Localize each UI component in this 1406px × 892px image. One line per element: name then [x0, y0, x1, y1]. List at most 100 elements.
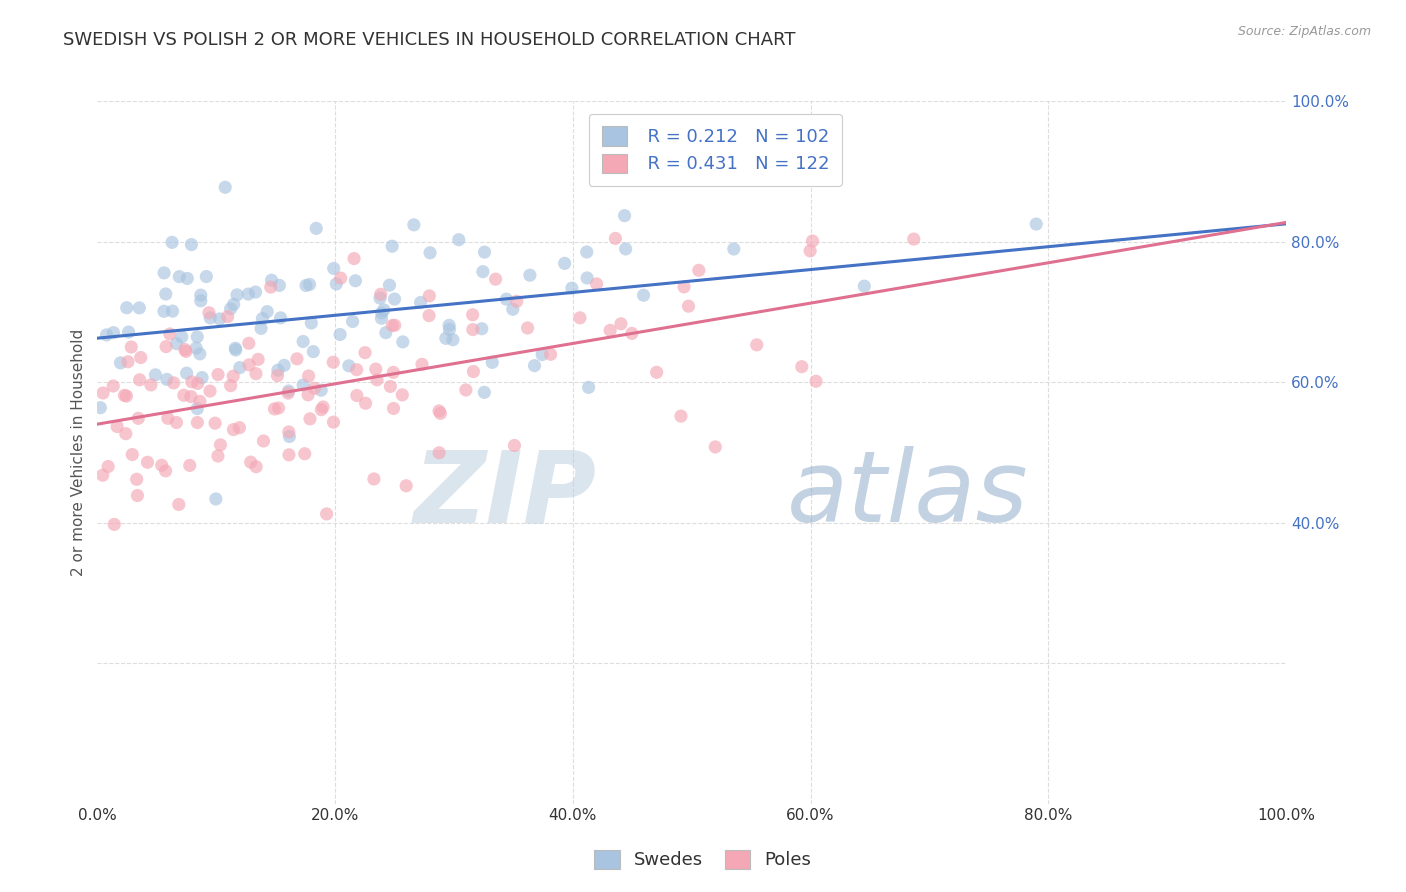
Point: [103, 517, 125, 532]
Point: [418, 289, 440, 303]
Point: [266, 368, 288, 383]
Point: [540, 347, 562, 361]
Point: [297, 388, 319, 402]
Point: [299, 316, 322, 330]
Point: [516, 321, 538, 335]
Point: [115, 301, 138, 315]
Point: [311, 402, 333, 417]
Point: [103, 379, 125, 393]
Point: [186, 341, 208, 355]
Point: [471, 322, 494, 336]
Point: [186, 401, 208, 416]
Point: [354, 396, 377, 410]
Point: [186, 416, 208, 430]
Point: [247, 352, 270, 367]
Point: [903, 232, 925, 246]
Point: [481, 355, 503, 369]
Point: [409, 295, 432, 310]
Point: [173, 388, 195, 402]
Point: [277, 384, 299, 398]
Point: [209, 438, 232, 452]
Point: [129, 351, 152, 365]
Point: [382, 365, 405, 379]
Point: [156, 372, 179, 386]
Point: [294, 447, 316, 461]
Point: [190, 288, 212, 302]
Point: [96, 327, 118, 342]
Point: [502, 302, 524, 317]
Point: [169, 269, 191, 284]
Point: [167, 498, 190, 512]
Point: [204, 416, 226, 430]
Point: [723, 242, 745, 256]
Point: [673, 280, 696, 294]
Point: [238, 358, 260, 372]
Point: [252, 311, 274, 326]
Point: [176, 366, 198, 380]
Point: [195, 269, 218, 284]
Point: [224, 341, 246, 355]
Point: [370, 287, 392, 301]
Point: [163, 376, 186, 390]
Point: [150, 458, 173, 473]
Point: [329, 271, 352, 285]
Point: [207, 449, 229, 463]
Point: [402, 218, 425, 232]
Point: [585, 277, 607, 291]
Point: [370, 311, 392, 326]
Legend: Swedes, Poles: Swedes, Poles: [585, 840, 821, 879]
Point: [245, 367, 267, 381]
Point: [325, 277, 347, 291]
Point: [238, 336, 260, 351]
Point: [799, 244, 821, 258]
Point: [309, 383, 332, 397]
Point: [188, 347, 211, 361]
Point: [222, 423, 245, 437]
Point: [103, 326, 125, 340]
Point: [620, 326, 643, 341]
Point: [439, 322, 461, 336]
Point: [302, 344, 325, 359]
Point: [342, 314, 364, 328]
Point: [252, 434, 274, 448]
Point: [523, 359, 546, 373]
Point: [295, 278, 318, 293]
Point: [186, 330, 208, 344]
Point: [704, 440, 727, 454]
Point: [200, 310, 222, 325]
Legend:   R = 0.212   N = 102,   R = 0.431   N = 122: R = 0.212 N = 102, R = 0.431 N = 122: [589, 114, 842, 186]
Point: [263, 401, 285, 416]
Point: [180, 375, 202, 389]
Point: [384, 318, 406, 333]
Point: [322, 261, 344, 276]
Point: [613, 209, 636, 223]
Point: [277, 386, 299, 401]
Point: [614, 242, 637, 256]
Point: [277, 425, 299, 439]
Point: [219, 378, 242, 392]
Point: [343, 252, 366, 266]
Point: [474, 245, 496, 260]
Point: [437, 318, 460, 333]
Point: [238, 287, 260, 301]
Point: [292, 334, 315, 349]
Point: [153, 266, 176, 280]
Point: [127, 489, 149, 503]
Point: [374, 326, 396, 340]
Point: [312, 400, 335, 414]
Point: [322, 415, 344, 429]
Point: [228, 420, 250, 434]
Point: [368, 291, 391, 305]
Point: [222, 297, 245, 311]
Point: [278, 448, 301, 462]
Point: [373, 302, 395, 317]
Point: [419, 245, 441, 260]
Point: [155, 340, 177, 354]
Point: [463, 365, 485, 379]
Point: [198, 306, 221, 320]
Point: [278, 429, 301, 443]
Point: [669, 409, 692, 423]
Point: [128, 301, 150, 315]
Text: atlas: atlas: [787, 446, 1028, 543]
Point: [207, 368, 229, 382]
